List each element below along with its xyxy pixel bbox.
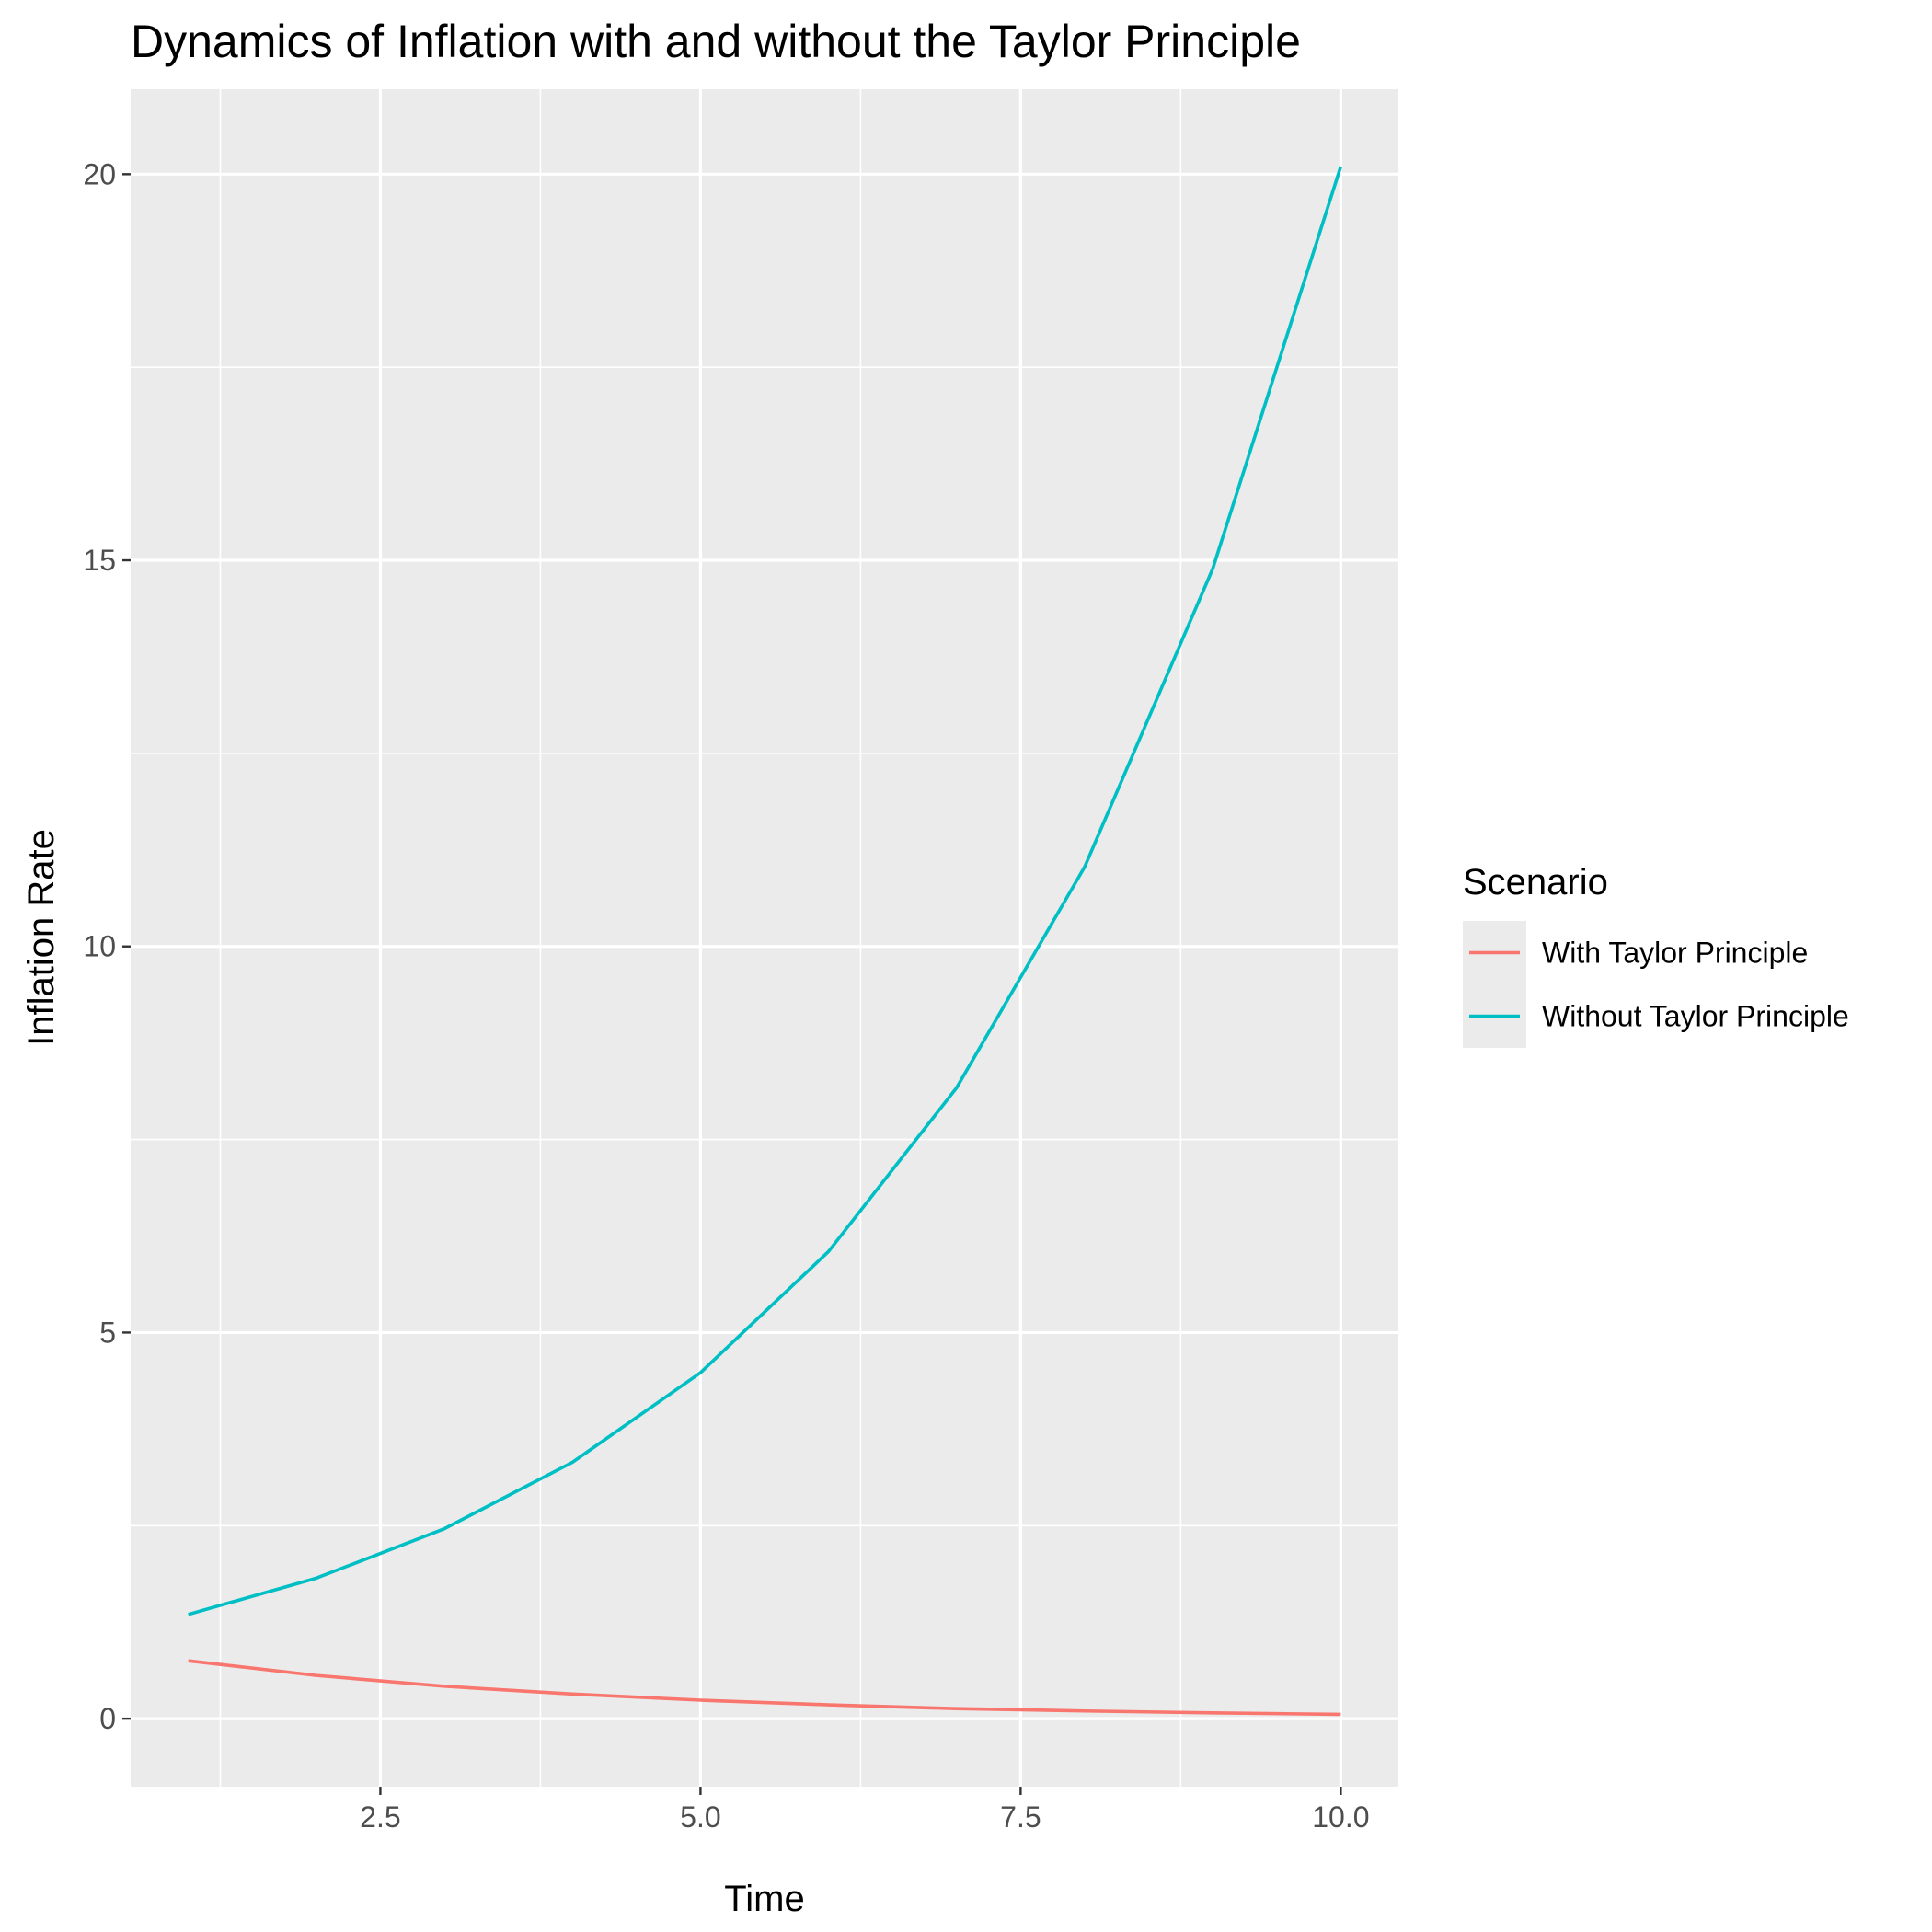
minor-gridlines xyxy=(131,89,1398,1787)
chart-title: Dynamics of Inflation with and without t… xyxy=(131,16,1301,67)
x-axis-title: Time xyxy=(724,1879,804,1919)
plot-panel xyxy=(131,89,1398,1787)
y-tick-label: 10 xyxy=(83,930,116,963)
y-tick-label: 15 xyxy=(83,544,116,577)
x-tick-label: 2.5 xyxy=(360,1800,400,1834)
series-line-2 xyxy=(188,166,1343,1616)
y-axis: 0 5 10 15 20 xyxy=(83,157,131,1735)
y-tick-label: 20 xyxy=(83,157,116,190)
legend-items: With Taylor Principle Without Taylor Prin… xyxy=(1463,921,1849,1048)
x-axis: 2.5 5.0 7.5 10.0 xyxy=(360,1787,1370,1834)
x-tick-label: 7.5 xyxy=(1000,1800,1041,1834)
series-layer xyxy=(188,166,1343,1717)
y-axis-title: Inflation Rate xyxy=(21,829,62,1046)
y-tick-label: 5 xyxy=(99,1316,116,1349)
x-tick-label: 5.0 xyxy=(680,1800,720,1834)
legend-label: Without Taylor Principle xyxy=(1542,1000,1849,1033)
series-line-1 xyxy=(188,1659,1341,1717)
major-gridlines xyxy=(131,89,1398,1787)
legend-label: With Taylor Principle xyxy=(1542,937,1808,970)
legend: Scenario With Taylor Principle Without Ta… xyxy=(1463,862,1849,1048)
x-tick-label: 10.0 xyxy=(1312,1800,1369,1834)
y-tick-label: 0 xyxy=(99,1702,116,1735)
legend-title: Scenario xyxy=(1463,862,1608,903)
